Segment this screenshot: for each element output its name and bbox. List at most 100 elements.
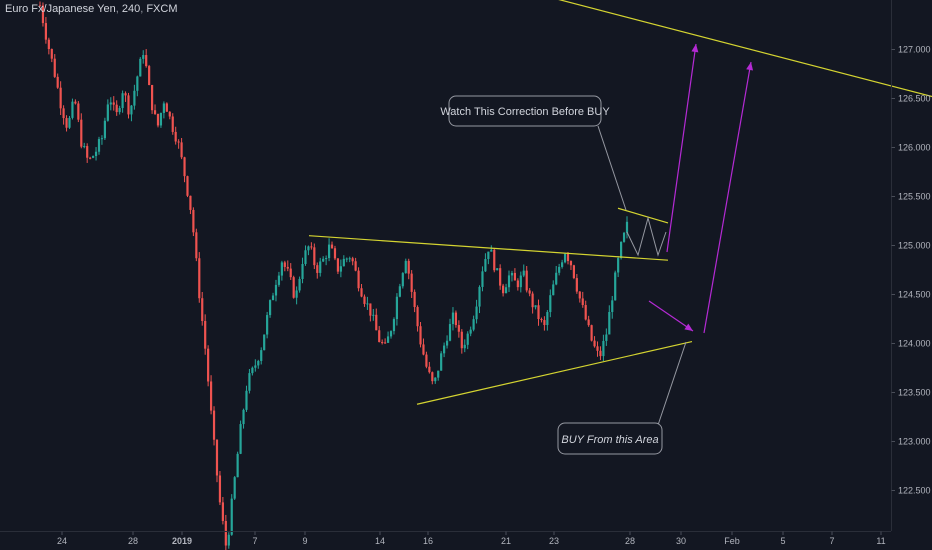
candle-body — [189, 195, 192, 210]
candle-body — [378, 330, 381, 343]
candle-body — [622, 232, 626, 242]
candle-body — [434, 377, 437, 382]
candle-body — [448, 324, 452, 341]
candle-body — [478, 286, 481, 307]
time-tick-label: 23 — [549, 536, 559, 546]
candle-body — [263, 334, 266, 351]
trendline[interactable] — [308, 235, 669, 261]
callout-buy: BUY From this Area — [557, 422, 663, 455]
candle-body — [162, 103, 165, 113]
price-tick-label: 126.000 — [898, 143, 931, 153]
candle-body — [381, 342, 384, 344]
candle-body — [407, 260, 410, 274]
candle-body — [118, 108, 121, 113]
time-tick-label: 16 — [423, 536, 433, 546]
candle-body — [608, 312, 611, 335]
candle-body — [97, 139, 101, 152]
trendline[interactable] — [416, 340, 693, 405]
candle-body — [502, 285, 505, 294]
candle-body — [513, 272, 517, 281]
candle-body — [127, 95, 130, 115]
candle-body — [86, 146, 89, 158]
candle-body — [242, 409, 245, 425]
candle-body — [41, 5, 45, 24]
candle-body — [528, 290, 531, 294]
time-tick-label: 7 — [252, 536, 257, 546]
candle-body — [215, 439, 219, 476]
price-tick-label: 126.500 — [898, 94, 931, 104]
candle-body — [274, 284, 278, 296]
candle-body — [248, 373, 251, 391]
candle-body — [156, 113, 160, 126]
candle-body — [218, 475, 222, 503]
candle-body — [280, 262, 283, 276]
candle-body — [413, 291, 416, 308]
time-tick-label: 21 — [501, 536, 511, 546]
candle-body — [159, 112, 163, 126]
candle-body — [56, 76, 59, 88]
candle-body — [363, 296, 366, 304]
candle-body — [124, 93, 127, 96]
correction-zigzag — [626, 216, 667, 257]
candle-body — [268, 300, 272, 316]
candle-body — [121, 93, 124, 109]
candle-body — [360, 288, 363, 297]
candle-body — [519, 275, 522, 288]
candle-body — [307, 246, 310, 251]
candle-body — [484, 259, 487, 272]
candle-body — [204, 320, 207, 349]
candle-body — [419, 326, 422, 345]
candle-body — [540, 319, 543, 321]
candle-body — [336, 258, 340, 272]
candle-body — [437, 370, 440, 378]
candle-body — [112, 102, 115, 105]
price-axis[interactable]: 127.000 126.500 126.000 125.500 125.000 124.5… — [891, 0, 931, 531]
candle-body — [295, 290, 298, 298]
arrow-projection-2 — [703, 61, 752, 334]
symbol-name: Euro Fx/Japanese Yen — [5, 3, 116, 15]
candle-body — [617, 258, 620, 273]
candle-body — [212, 410, 216, 440]
candle-body — [584, 305, 587, 320]
trendline[interactable] — [617, 207, 669, 224]
candle-body — [198, 258, 201, 299]
price-tick-label: 125.000 — [898, 241, 931, 251]
candle-body — [384, 342, 387, 344]
candle-body — [440, 353, 443, 371]
candle-body — [561, 262, 564, 267]
candle-body — [345, 258, 348, 260]
callout-correction: Watch This Correction Before BUY — [440, 95, 610, 127]
callout-buy-text: BUY From this Area — [561, 434, 658, 446]
price-tick-label: 124.500 — [898, 290, 931, 300]
candle-body — [572, 265, 576, 279]
candle-body — [71, 101, 74, 118]
candle-body — [493, 249, 496, 271]
candle-body — [451, 312, 455, 325]
candle-body — [100, 138, 104, 140]
candle-body — [168, 111, 171, 117]
time-tick-label: 9 — [302, 536, 307, 546]
trendline[interactable] — [555, 0, 932, 98]
candle-body — [333, 248, 337, 259]
candle-body — [558, 266, 561, 273]
trendlines-layer — [308, 0, 932, 405]
candle-body — [325, 258, 328, 260]
candle-body — [351, 258, 354, 262]
candle-body — [401, 273, 404, 287]
candle-body — [319, 261, 322, 273]
candle-body — [587, 319, 590, 326]
candle-body — [602, 340, 605, 357]
candle-body — [133, 90, 136, 106]
candle-body — [605, 334, 608, 341]
candle-body — [504, 287, 508, 294]
candle-body — [555, 272, 558, 285]
candle-body — [266, 315, 269, 335]
candle-body — [254, 365, 257, 368]
candle-body — [148, 66, 151, 86]
candle-body — [599, 350, 602, 357]
candle-body — [89, 157, 92, 159]
candle-body — [416, 307, 419, 327]
time-axis[interactable]: 24 28 2019 7 9 14 16 21 23 28 30 Feb 5 7 11 — [0, 531, 891, 547]
